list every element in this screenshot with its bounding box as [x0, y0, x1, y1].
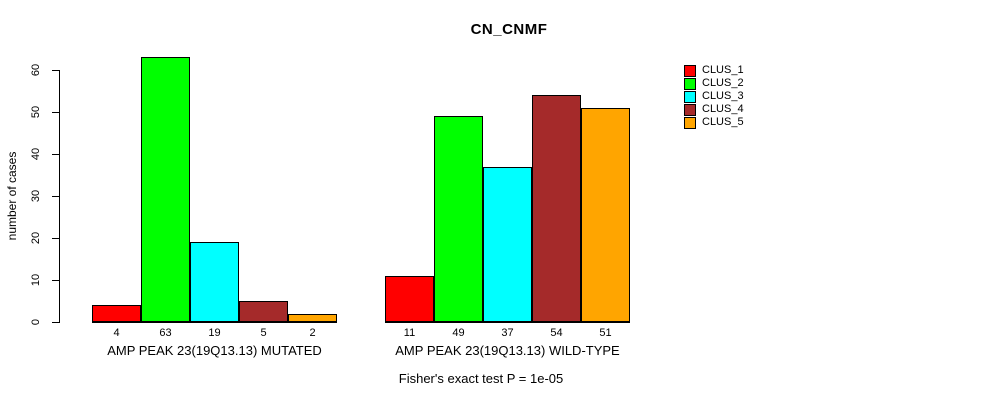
legend: CLUS_1 CLUS_2 CLUS_3 CLUS_4 CLUS_5 [684, 64, 744, 129]
legend-item: CLUS_2 [684, 77, 744, 90]
bar-value-label: 2 [309, 327, 316, 339]
bar-value-label: 51 [599, 327, 612, 339]
legend-swatch-clus_2 [684, 77, 696, 90]
bar-value-label: 54 [550, 327, 563, 339]
bar-clus_3-group2 [483, 167, 532, 322]
y-axis-title: number of cases [5, 151, 19, 241]
bar-clus_4-group1 [239, 301, 288, 322]
fisher-test-annotation: Fisher's exact test P = 1e-05 [398, 371, 564, 386]
bar-value-label: 4 [113, 327, 120, 339]
legend-swatch-clus_5 [684, 116, 696, 129]
legend-item: CLUS_1 [684, 64, 744, 77]
y-tick-mark [52, 154, 59, 155]
legend-item: CLUS_4 [684, 103, 744, 116]
y-tick-label: 10 [30, 273, 42, 287]
bar-value-label: 11 [403, 327, 416, 339]
bar-clus_3-group1 [190, 242, 239, 322]
legend-label: CLUS_4 [702, 103, 744, 115]
y-axis-line [59, 70, 60, 323]
bar-value-label: 49 [452, 327, 465, 339]
y-tick-label: 60 [30, 63, 42, 77]
bar-value-label: 19 [208, 327, 221, 339]
y-tick-mark [52, 196, 59, 197]
y-tick-label: 0 [30, 318, 42, 326]
bar-clus_2-group2 [434, 116, 483, 322]
y-tick-mark [52, 70, 59, 71]
x-group-label: AMP PEAK 23(19Q13.13) WILD-TYPE [395, 343, 620, 358]
y-tick-label: 30 [30, 189, 42, 203]
legend-swatch-clus_4 [684, 103, 696, 116]
legend-swatch-clus_3 [684, 90, 696, 103]
legend-item: CLUS_5 [684, 116, 744, 129]
bar-clus_1-group1 [92, 305, 141, 322]
legend-label: CLUS_2 [702, 77, 744, 89]
bar-clus_4-group2 [532, 95, 581, 322]
bar-value-label: 63 [159, 327, 172, 339]
x-axis-baseline [385, 322, 630, 323]
bar-clus_5-group2 [581, 108, 630, 322]
y-tick-mark [52, 112, 59, 113]
bar-value-label: 37 [501, 327, 514, 339]
bar-clus_1-group2 [385, 276, 434, 322]
legend-label: CLUS_1 [702, 64, 744, 76]
y-tick-mark [52, 280, 59, 281]
y-tick-mark [52, 322, 59, 323]
y-tick-label: 50 [30, 105, 42, 119]
legend-item: CLUS_3 [684, 90, 744, 103]
x-group-label: AMP PEAK 23(19Q13.13) MUTATED [107, 343, 322, 358]
legend-swatch-clus_1 [684, 64, 696, 77]
bar-value-label: 5 [260, 327, 267, 339]
y-tick-mark [52, 238, 59, 239]
legend-label: CLUS_5 [702, 116, 744, 128]
legend-label: CLUS_3 [702, 90, 744, 102]
bar-clus_5-group1 [288, 314, 337, 322]
chart-title: CN_CNMF [470, 21, 548, 38]
bar-clus_2-group1 [141, 57, 190, 322]
x-axis-baseline [92, 322, 337, 323]
y-tick-label: 20 [30, 231, 42, 245]
y-tick-label: 40 [30, 147, 42, 161]
